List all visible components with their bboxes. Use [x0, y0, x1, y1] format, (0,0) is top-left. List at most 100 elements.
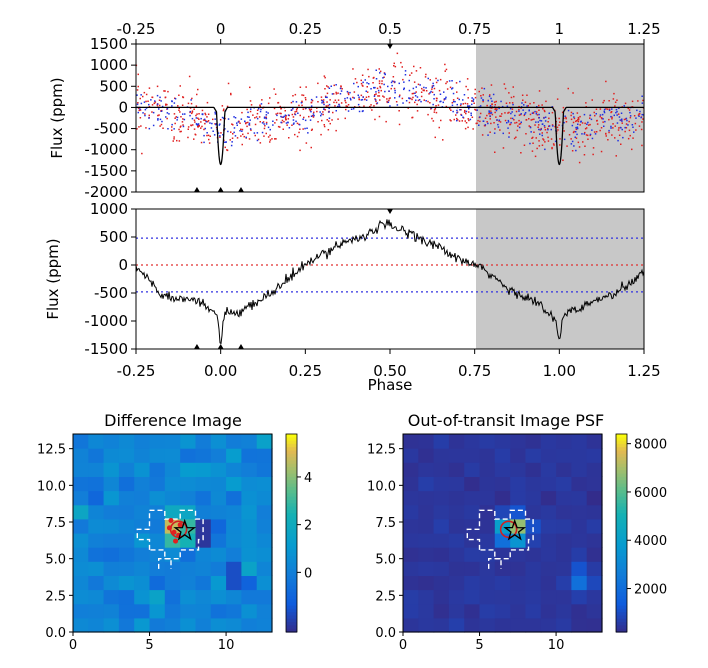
data-point	[431, 88, 433, 90]
data-point	[259, 142, 262, 144]
data-point	[248, 123, 250, 126]
data-point	[570, 138, 572, 140]
data-point	[610, 115, 612, 118]
data-point	[578, 161, 581, 164]
data-point	[197, 117, 199, 119]
data-point	[257, 108, 260, 110]
data-point	[305, 86, 307, 88]
data-point	[346, 97, 349, 99]
heatmap-cell	[149, 434, 166, 449]
data-point	[471, 116, 474, 118]
data-point	[176, 119, 178, 121]
data-point	[372, 82, 374, 84]
heatmap-cell	[586, 462, 603, 477]
data-point	[520, 121, 522, 123]
data-point	[431, 117, 433, 120]
data-point	[479, 120, 481, 123]
heatmap-cell	[571, 561, 588, 576]
heatmap-cell	[210, 533, 227, 548]
data-point	[488, 95, 491, 98]
data-point	[489, 94, 491, 96]
data-point	[201, 113, 204, 116]
data-point	[248, 122, 251, 125]
data-point	[174, 122, 176, 125]
data-point	[526, 94, 528, 96]
data-point	[326, 119, 328, 121]
data-point	[575, 149, 577, 152]
data-point	[140, 102, 143, 105]
data-point	[250, 129, 252, 131]
heatmap-cell	[494, 518, 511, 534]
oot-frame	[402, 433, 603, 633]
heatmap-cell	[525, 547, 542, 562]
data-point	[603, 111, 606, 114]
heatmap-cell	[241, 490, 258, 506]
data-point	[259, 105, 261, 108]
data-point	[138, 109, 140, 112]
data-point	[178, 107, 180, 109]
data-point	[363, 105, 365, 107]
data-point	[425, 73, 427, 76]
data-point	[253, 132, 256, 134]
heatmap-cell	[510, 434, 527, 449]
data-point	[616, 114, 618, 116]
data-point	[413, 65, 415, 68]
heatmap-cell	[195, 504, 212, 520]
data-point	[615, 108, 618, 111]
data-point	[463, 94, 466, 96]
data-point	[599, 114, 602, 116]
data-point	[532, 142, 534, 144]
data-point	[498, 119, 501, 121]
data-point	[313, 111, 315, 114]
colorbar-segment	[286, 569, 297, 574]
heatmap-cell	[164, 462, 181, 477]
heatmap-cell	[195, 462, 212, 477]
data-point	[414, 92, 416, 94]
heatmap-cell	[464, 617, 481, 633]
data-point	[198, 113, 200, 115]
data-point	[614, 101, 617, 103]
data-point	[414, 101, 416, 104]
heatmap-cell	[571, 589, 588, 605]
data-point	[442, 139, 444, 141]
data-point	[331, 119, 333, 121]
data-point	[558, 117, 560, 120]
heatmap-cell	[571, 448, 588, 463]
data-point	[390, 81, 393, 84]
heatmap-cell	[210, 504, 227, 520]
heatmap-cell	[180, 434, 197, 449]
heatmap-cell	[494, 603, 511, 619]
data-point	[438, 126, 440, 129]
data-point	[302, 128, 304, 130]
data-point	[361, 98, 364, 101]
colorbar-segment	[616, 592, 627, 597]
data-point	[554, 140, 557, 143]
heatmap-cell	[256, 533, 273, 548]
data-point	[468, 105, 471, 107]
heatmap-cell	[418, 504, 435, 520]
data-point	[249, 86, 251, 89]
data-point	[324, 88, 326, 90]
data-point	[488, 110, 490, 112]
colorbar-segment	[616, 549, 627, 554]
data-point	[478, 90, 480, 93]
data-point	[284, 116, 287, 118]
data-point	[284, 117, 287, 120]
centroid-point	[173, 538, 179, 544]
y-tick-label: 5.0	[375, 553, 396, 568]
data-point	[295, 101, 298, 103]
colorbar-frame	[285, 433, 298, 633]
data-point	[174, 97, 176, 99]
data-point	[148, 114, 150, 117]
data-point	[212, 118, 214, 121]
data-point	[573, 117, 576, 120]
data-point	[559, 144, 561, 146]
data-point	[568, 134, 571, 136]
data-point	[525, 119, 527, 121]
data-point	[282, 128, 284, 130]
data-point	[571, 150, 574, 152]
data-point	[358, 96, 360, 98]
data-point	[178, 109, 180, 111]
